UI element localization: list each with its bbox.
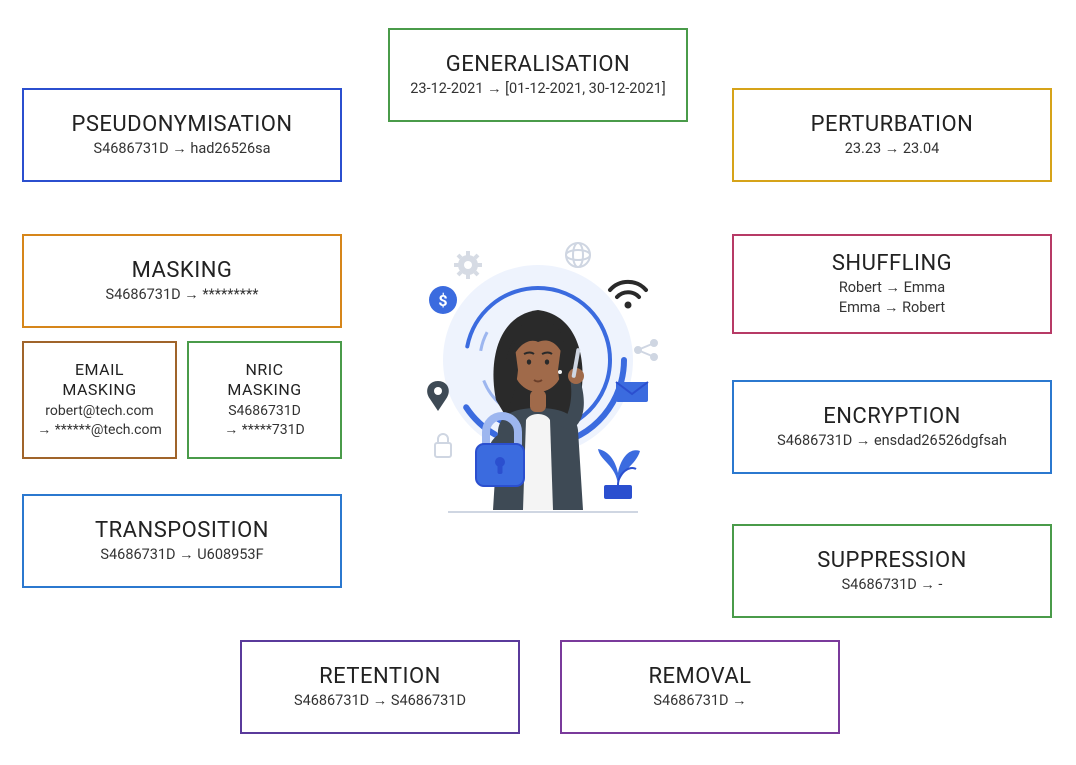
card-title: PERTURBATION	[811, 112, 974, 137]
card-suppression: SUPPRESSION S4686731D → -	[732, 524, 1052, 618]
card-example: 23.23 → 23.04	[845, 139, 940, 159]
card-title: REMOVAL	[648, 664, 751, 689]
small-lock-icon	[435, 434, 451, 457]
card-example: robert@tech.com → ******@tech.com	[37, 402, 162, 440]
card-nric-masking: NRIC MASKING S4686731D → *****731D	[187, 341, 342, 459]
card-pseudonymisation: PSEUDONYMISATION S4686731D → had26526sa	[22, 88, 342, 182]
card-transposition: TRANSPOSITION S4686731D → U608953F	[22, 494, 342, 588]
card-title: ENCRYPTION	[823, 404, 961, 429]
card-title: TRANSPOSITION	[95, 518, 269, 543]
card-example: Robert → Emma Emma → Robert	[839, 278, 945, 317]
location-pin-icon	[427, 381, 449, 411]
privacy-illustration: $	[388, 220, 688, 520]
card-example: S4686731D → *********	[105, 285, 258, 305]
dollar-icon: $	[429, 286, 457, 314]
card-title: SHUFFLING	[832, 251, 952, 276]
card-retention: RETENTION S4686731D → S4686731D	[240, 640, 520, 734]
wifi-icon	[610, 282, 646, 309]
plant-icon	[598, 449, 640, 499]
card-example: 23-12-2021 → [01-12-2021, 30-12-2021]	[410, 79, 665, 99]
envelope-icon	[616, 382, 648, 402]
gear-icon	[454, 251, 482, 279]
card-example: S4686731D → *****731D	[224, 402, 304, 440]
card-example: S4686731D → S4686731D	[294, 691, 466, 711]
card-example: S4686731D → ensdad26526dgfsah	[777, 431, 1007, 451]
share-icon	[635, 340, 657, 360]
card-example: S4686731D → U608953F	[100, 545, 263, 565]
card-example: S4686731D →	[653, 691, 746, 711]
card-encryption: ENCRYPTION S4686731D → ensdad26526dgfsah	[732, 380, 1052, 474]
globe-icon	[566, 243, 590, 267]
card-title: PSEUDONYMISATION	[71, 112, 292, 137]
card-title: GENERALISATION	[446, 52, 630, 77]
svg-text:$: $	[438, 291, 447, 310]
card-title: EMAIL MASKING	[62, 360, 136, 400]
card-masking: MASKING S4686731D → *********	[22, 234, 342, 328]
card-shuffling: SHUFFLING Robert → Emma Emma → Robert	[732, 234, 1052, 334]
card-title: SUPPRESSION	[817, 548, 967, 573]
card-title: NRIC MASKING	[227, 360, 301, 400]
card-removal: REMOVAL S4686731D →	[560, 640, 840, 734]
card-generalisation: GENERALISATION 23-12-2021 → [01-12-2021,…	[388, 28, 688, 122]
card-title: RETENTION	[319, 664, 441, 689]
card-perturbation: PERTURBATION 23.23 → 23.04	[732, 88, 1052, 182]
card-title: MASKING	[132, 258, 233, 283]
privacy-illustration-svg: $	[388, 220, 688, 520]
card-email-masking: EMAIL MASKING robert@tech.com → ******@t…	[22, 341, 177, 459]
card-example: S4686731D → -	[842, 575, 943, 595]
card-example: S4686731D → had26526sa	[93, 139, 270, 159]
